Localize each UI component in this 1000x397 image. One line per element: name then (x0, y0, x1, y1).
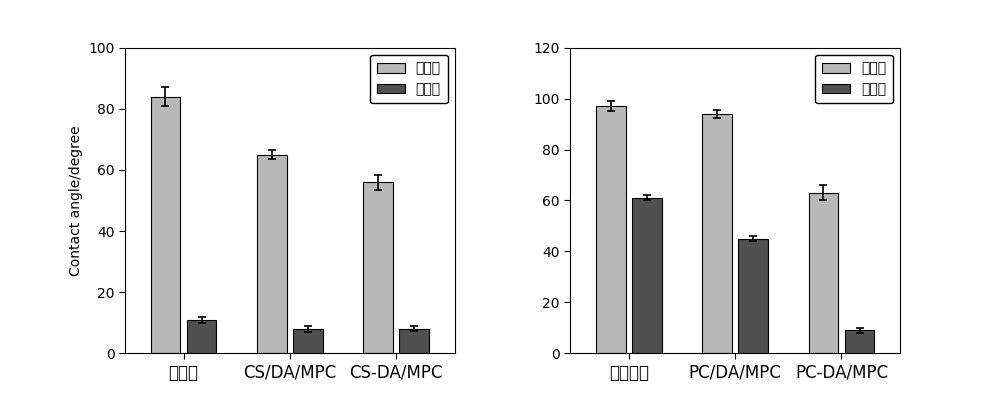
Bar (632, 198, 662, 353)
Bar (399, 329, 429, 353)
Bar (293, 329, 323, 353)
Y-axis label: Contact angle/degree: Contact angle/degree (69, 125, 83, 276)
Bar (596, 106, 626, 353)
Bar (845, 330, 874, 353)
Bar (151, 96, 180, 353)
Bar (809, 193, 838, 353)
Legend: 前进角, 后退角: 前进角, 后退角 (815, 54, 893, 103)
Legend: 前进角, 后退角: 前进角, 后退角 (370, 54, 448, 103)
Bar (363, 182, 393, 353)
Bar (738, 239, 768, 353)
Bar (187, 320, 216, 353)
Bar (702, 114, 732, 353)
Bar (257, 154, 287, 353)
